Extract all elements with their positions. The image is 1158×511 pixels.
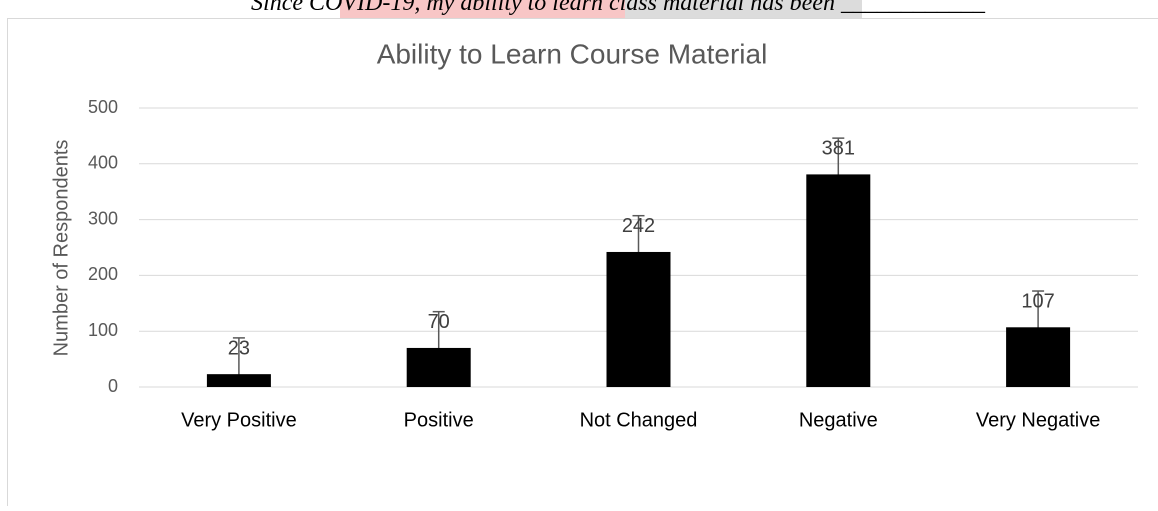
data-label: 242	[622, 215, 655, 237]
data-label: 381	[822, 138, 855, 160]
y-tick-label: 300	[88, 208, 118, 228]
y-tick-label: 400	[88, 153, 118, 173]
bar	[607, 252, 671, 387]
x-tick-label: Negative	[799, 409, 878, 431]
caption-part: material has been	[657, 0, 841, 16]
y-tick-label: 500	[88, 97, 118, 117]
caption-part: Since COVID-19, my	[251, 0, 460, 16]
y-axis-label: Number of Respondents	[50, 140, 72, 357]
data-label: 23	[228, 337, 250, 359]
y-tick-label: 0	[108, 376, 118, 396]
chart-title: Ability to Learn Course Material	[377, 38, 768, 69]
bar	[207, 374, 271, 387]
chart-frame	[8, 19, 1158, 507]
bar	[407, 348, 471, 387]
y-tick-label: 100	[88, 320, 118, 340]
bar	[806, 174, 870, 387]
data-label: 70	[428, 311, 450, 333]
caption-part: ability to learn class	[460, 0, 657, 16]
data-label: 107	[1021, 291, 1054, 313]
x-tick-label: Very Negative	[976, 409, 1101, 431]
x-tick-label: Very Positive	[181, 409, 297, 431]
x-tick-label: Positive	[404, 409, 474, 431]
bar	[1006, 327, 1070, 387]
y-tick-label: 200	[88, 264, 118, 284]
x-tick-label: Not Changed	[580, 409, 698, 431]
caption-part: ____________	[840, 0, 986, 16]
caption: Since COVID-19, my ability to learn clas…	[251, 0, 986, 16]
